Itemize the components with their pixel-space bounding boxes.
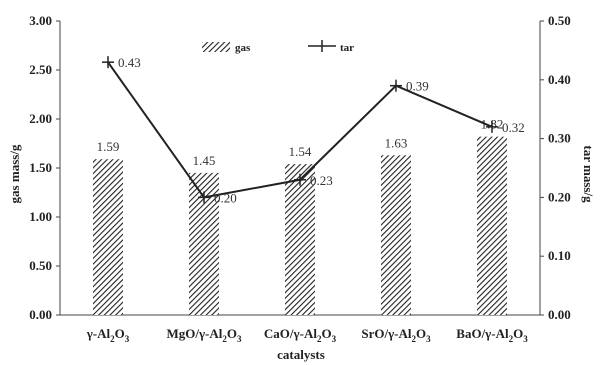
left-tick-label: 3.00	[29, 13, 52, 28]
category-label-part: BaO/γ-Al	[456, 326, 509, 341]
gas-data-label: 1.45	[193, 153, 216, 168]
category-label-part: O	[416, 326, 426, 341]
tar-point	[486, 120, 498, 133]
category-label: BaO/γ-Al2O3	[456, 326, 528, 344]
left-tick-label: 2.50	[29, 62, 52, 77]
category-label-part: MgO/γ-Al	[166, 326, 222, 341]
category-label: CaO/γ-Al2O3	[264, 326, 337, 344]
category-label-part: SrO/γ-Al	[361, 326, 412, 341]
tar-point	[198, 191, 210, 204]
category-label-part: 3	[237, 334, 242, 344]
tar-data-label: 0.23	[310, 173, 333, 188]
gas-bar	[285, 164, 315, 315]
category-label-part: 3	[332, 334, 337, 344]
gas-bar	[381, 155, 411, 315]
right-tick-label: 0.40	[548, 72, 571, 87]
category-label-part: 2	[412, 334, 417, 344]
tar-point	[102, 56, 114, 69]
category-label-part: O	[321, 326, 331, 341]
tar-series: 0.43 0.20 0.23 0.39 0.32	[102, 55, 525, 205]
category-label-part: O	[115, 326, 125, 341]
y2-axis-title: tar mass/g	[581, 145, 596, 203]
category-label-part: CaO/γ-Al	[264, 326, 317, 341]
x-axis-title: catalysts	[277, 347, 325, 362]
right-tick-label: 0.20	[548, 189, 571, 204]
category-label-part: 3	[523, 334, 528, 344]
category-label: SrO/γ-Al2O3	[361, 326, 431, 344]
category-label-part: 3	[426, 334, 431, 344]
category-label-part: 2	[222, 334, 227, 344]
category-label-part: O	[513, 326, 523, 341]
left-tick-label: 1.50	[29, 160, 52, 175]
right-axis-ticks: 0.00 0.10 0.20 0.30 0.40 0.50	[540, 13, 571, 322]
category-label-part: 3	[125, 334, 130, 344]
tar-data-label: 0.43	[118, 55, 141, 70]
category-label-part: γ-Al	[86, 326, 111, 341]
left-tick-label: 1.00	[29, 209, 52, 224]
gas-data-label: 1.63	[385, 135, 408, 150]
tar-data-label: 0.32	[502, 120, 525, 135]
legend-gas-label: gas	[235, 42, 251, 54]
category-label: MgO/γ-Al2O3	[166, 326, 242, 344]
category-label-part: 2	[509, 334, 514, 344]
gas-data-label: 1.54	[289, 144, 312, 159]
y-axis-title: gas mass/g	[7, 144, 22, 203]
left-axis-ticks: 0.00 0.50 1.00 1.50 2.00 2.50 3.00	[29, 13, 60, 322]
left-tick-label: 0.00	[29, 307, 52, 322]
category-labels: γ-Al2O3 MgO/γ-Al2O3 CaO/γ-Al2O3 SrO/γ-Al2O3…	[86, 326, 528, 344]
right-tick-label: 0.30	[548, 131, 571, 146]
gas-bars: 1.591.451.541.631.82	[93, 117, 507, 315]
right-tick-label: 0.00	[548, 307, 571, 322]
gas-data-label: 1.59	[97, 139, 120, 154]
tar-data-label: 0.39	[406, 79, 429, 94]
left-tick-label: 0.50	[29, 258, 52, 273]
category-label-part: O	[227, 326, 237, 341]
legend-tar-label: tar	[340, 42, 354, 54]
right-tick-label: 0.10	[548, 248, 571, 263]
category-label-part: 2	[317, 334, 322, 344]
category-label: γ-Al2O3	[86, 326, 130, 344]
left-tick-label: 2.00	[29, 111, 52, 126]
legend: gas tar	[202, 40, 354, 54]
legend-gas-swatch	[202, 42, 230, 52]
gas-bar	[93, 159, 123, 315]
gas-bar	[477, 136, 507, 315]
tar-point	[294, 173, 306, 186]
tar-data-label: 0.20	[214, 190, 237, 205]
right-tick-label: 0.50	[548, 13, 571, 28]
category-label-part: 2	[110, 334, 115, 344]
tar-point	[390, 79, 402, 92]
